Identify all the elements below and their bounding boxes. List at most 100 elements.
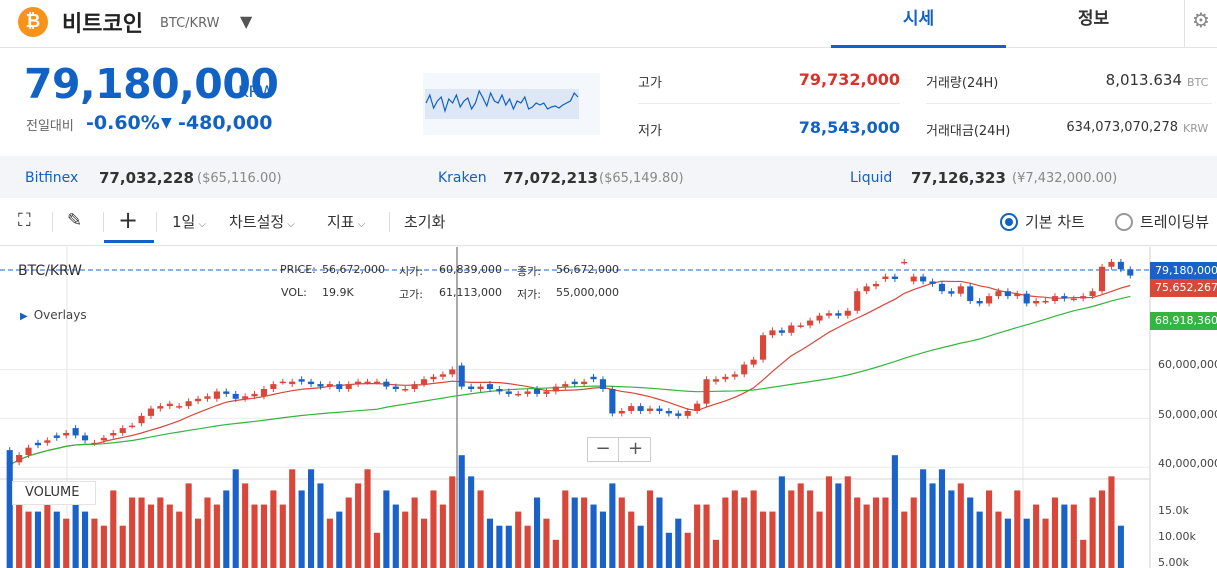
chart-toolbar <box>0 198 1217 246</box>
candle-body <box>957 286 964 294</box>
low-label: 저가 <box>638 124 662 139</box>
candle-body <box>270 384 277 389</box>
overlays-toggle[interactable]: ▶ Overlays <box>20 308 87 322</box>
gear-icon[interactable]: ⚙ <box>1184 0 1217 48</box>
sparkline-band <box>425 89 579 119</box>
candle-body <box>1089 291 1096 297</box>
candle-body <box>260 389 268 397</box>
candle-body <box>505 391 512 394</box>
price-chart[interactable] <box>0 247 1217 568</box>
exchange-name[interactable]: Kraken <box>438 170 487 186</box>
volume-bar <box>872 497 880 568</box>
volume-bar <box>147 504 155 568</box>
candle-body <box>6 450 13 465</box>
coin-dropdown-icon[interactable]: ▼ <box>240 12 253 31</box>
candle-body <box>373 381 381 384</box>
coin-name[interactable]: 비트코인 <box>62 12 143 37</box>
candle-body <box>750 359 757 365</box>
tradingview-label[interactable]: 트레이딩뷰 <box>1140 213 1210 231</box>
indicators-label: 지표 <box>327 213 355 231</box>
volume-bar <box>81 511 89 568</box>
fullscreen-icon[interactable]: ⛶ <box>18 210 31 231</box>
candle-body <box>948 291 955 294</box>
volume-bar <box>364 469 371 568</box>
period-dropdown[interactable]: 1일 ⌵ <box>172 211 206 232</box>
volume-bar <box>722 497 729 568</box>
volume-bar <box>750 490 757 568</box>
volume-bar <box>675 518 682 568</box>
candle-body <box>891 276 898 279</box>
volume-bar <box>825 476 833 568</box>
volume-bar <box>807 490 814 568</box>
volume-bar <box>1004 518 1011 568</box>
candle-body <box>232 393 239 399</box>
current-price: 79,180,000 <box>24 60 279 108</box>
tab-info[interactable]: 정보 <box>1077 9 1110 29</box>
candlestick-chart-svg[interactable] <box>0 247 1217 568</box>
candle-body <box>392 386 399 389</box>
candle-body <box>458 365 465 387</box>
y-axis-label: 60,000,000 <box>1158 358 1217 371</box>
volume-bar <box>910 497 917 568</box>
tab-quote[interactable]: 시세 <box>831 0 1006 48</box>
candle-body <box>279 381 286 384</box>
stat-divider <box>638 103 900 104</box>
candle-body <box>1108 261 1115 267</box>
candle-body <box>552 386 559 392</box>
candle-body <box>138 415 145 424</box>
indicators-dropdown[interactable]: 지표 ⌵ <box>327 211 365 232</box>
volume-bar <box>1080 539 1087 568</box>
volume-bar <box>326 518 333 568</box>
ma-long-tag: 68,918,360 <box>1150 312 1217 330</box>
candle-body <box>920 276 927 282</box>
candle-body <box>910 276 917 282</box>
info-high-value: 61,113,000 <box>439 286 502 299</box>
candle-body <box>486 384 494 389</box>
pencil-icon[interactable]: ✎ <box>67 210 83 231</box>
radio-tradingview[interactable] <box>1115 213 1133 231</box>
candle-body <box>722 376 729 380</box>
volume-bar <box>797 483 804 568</box>
volume-bar <box>571 497 578 568</box>
volume-bar <box>63 518 70 568</box>
top-bar <box>0 0 1217 48</box>
toolbar-divider <box>389 212 390 232</box>
high-label: 고가 <box>638 76 662 91</box>
candle-body <box>1004 291 1011 297</box>
coin-pair[interactable]: BTC/KRW <box>160 16 220 31</box>
candle-body <box>53 435 60 438</box>
exchange-name[interactable]: Liquid <box>850 170 893 186</box>
candle-body <box>712 379 720 382</box>
change-amount: -480,000 <box>178 112 273 134</box>
volume-bar <box>769 511 776 568</box>
candle-body <box>788 325 795 333</box>
zoom-in-button[interactable]: + <box>627 438 644 459</box>
candle-body <box>383 381 390 387</box>
candle-body <box>901 261 908 264</box>
exchange-price: 77,126,323 <box>911 169 1006 187</box>
info-low-label: 저가: <box>517 288 541 301</box>
volume-bar <box>1108 476 1115 568</box>
candle-body <box>326 384 333 387</box>
crosshair-icon[interactable]: + <box>118 206 139 234</box>
radio-basic-chart[interactable] <box>1000 213 1018 231</box>
zoom-out-button[interactable]: − <box>588 438 619 461</box>
volume-24h-unit: BTC <box>1187 76 1209 89</box>
candle-body <box>684 411 691 416</box>
candle-body <box>25 447 32 455</box>
candle-body <box>778 330 785 333</box>
volume-bar <box>844 476 851 568</box>
exchange-name[interactable]: Bitfinex <box>25 170 79 186</box>
candle-body <box>477 386 484 389</box>
candle-body <box>110 433 117 436</box>
chart-settings-dropdown[interactable]: 차트설정 ⌵ <box>229 211 295 232</box>
candle-body <box>91 442 98 445</box>
reset-button[interactable]: 초기화 <box>404 213 446 231</box>
volume-bar <box>552 539 559 568</box>
volume-bar <box>449 476 456 568</box>
volume-bar <box>185 483 192 568</box>
sparkline-svg <box>425 89 579 119</box>
candle-body <box>515 393 522 396</box>
basic-chart-label[interactable]: 기본 차트 <box>1025 213 1085 231</box>
candle-body <box>119 428 126 433</box>
